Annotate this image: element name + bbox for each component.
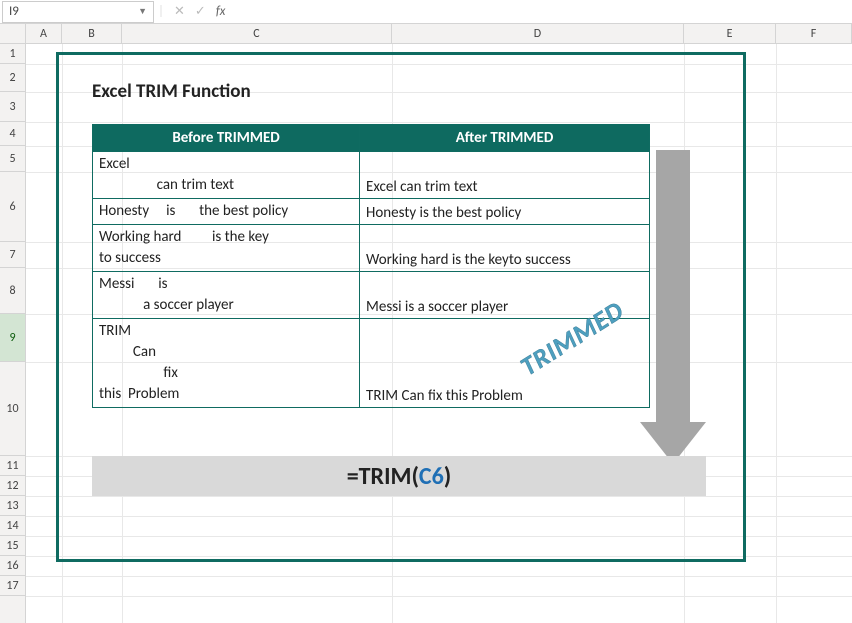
row-header[interactable]: 11 <box>0 456 25 476</box>
confirm-icon: ✓ <box>195 4 206 19</box>
row-header[interactable]: 5 <box>0 146 25 172</box>
row-headers: 1234567891011121314151617 <box>0 44 26 623</box>
column-header[interactable]: C <box>122 24 392 43</box>
chevron-down-icon[interactable]: ▼ <box>138 6 147 17</box>
row-header[interactable]: 16 <box>0 556 25 576</box>
cell-before: TRIM Can fix this Problem <box>93 319 360 407</box>
row-header[interactable]: 13 <box>0 496 25 516</box>
row-header[interactable]: 4 <box>0 122 25 146</box>
formula-suffix: ) <box>444 462 451 491</box>
table-row: Messi is a soccer playerMessi is a socce… <box>93 271 649 318</box>
header-before: Before TRIMMED <box>93 125 360 151</box>
cell-after: TRIM Can fix this Problem <box>360 319 649 407</box>
row-header[interactable]: 14 <box>0 516 25 536</box>
cell-after: Working hard is the keyto success <box>360 225 649 271</box>
row-header[interactable]: 17 <box>0 576 25 596</box>
cancel-icon: ✕ <box>174 4 185 19</box>
cell-after: Messi is a soccer player <box>360 272 649 318</box>
cell-before: Messi is a soccer player <box>93 272 360 318</box>
row-header[interactable]: 2 <box>0 64 25 92</box>
table-row: Honesty is the best policyHonesty is the… <box>93 198 649 224</box>
row-header[interactable]: 9 <box>0 314 25 362</box>
row-header[interactable]: 8 <box>0 268 25 314</box>
column-header[interactable]: F <box>776 24 852 43</box>
table-row: TRIM Can fix this ProblemTRIM Can fix th… <box>93 318 649 407</box>
table-row: Excel can trim text Excel can trim text <box>93 151 649 198</box>
cell-before: Working hard is the key to success <box>93 225 360 271</box>
name-box[interactable]: I9 ▼ <box>2 1 154 23</box>
row-header[interactable]: 15 <box>0 536 25 556</box>
formula-bar-icons: ✕ ✓ fx <box>166 4 233 19</box>
fx-icon[interactable]: fx <box>216 4 226 19</box>
row-header[interactable]: 1 <box>0 44 25 64</box>
cell-before: Honesty is the best policy <box>93 199 360 224</box>
column-header[interactable]: D <box>392 24 684 43</box>
name-box-value: I9 <box>9 4 19 19</box>
cell-grid[interactable]: Excel TRIM Function Before TRIMMED After… <box>26 44 852 623</box>
header-after: After TRIMMED <box>360 125 649 151</box>
cell-after: Excel can trim text <box>360 152 649 198</box>
separator: | <box>156 4 166 19</box>
table-header: Before TRIMMED After TRIMMED <box>93 125 649 151</box>
trim-table: Before TRIMMED After TRIMMED Excel can t… <box>92 124 650 408</box>
row-header[interactable]: 7 <box>0 242 25 268</box>
column-header[interactable]: A <box>26 24 62 43</box>
row-header[interactable]: 3 <box>0 92 25 122</box>
select-all-corner[interactable] <box>0 24 26 43</box>
column-headers: ABCDEF <box>0 24 852 44</box>
column-header[interactable]: B <box>62 24 122 43</box>
page-title: Excel TRIM Function <box>92 80 251 103</box>
formula-display: =TRIM(C6) <box>92 456 706 496</box>
formula-arg: C6 <box>419 462 444 491</box>
cell-after: Honesty is the best policy <box>360 199 649 224</box>
formula-prefix: =TRIM( <box>347 462 419 491</box>
row-header[interactable]: 10 <box>0 362 25 456</box>
column-header[interactable]: E <box>684 24 776 43</box>
formula-bar: I9 ▼ | ✕ ✓ fx <box>0 0 852 24</box>
row-header[interactable]: 12 <box>0 476 25 496</box>
row-header[interactable]: 6 <box>0 172 25 242</box>
table-row: Working hard is the key to successWorkin… <box>93 224 649 271</box>
cell-before: Excel can trim text <box>93 152 360 198</box>
